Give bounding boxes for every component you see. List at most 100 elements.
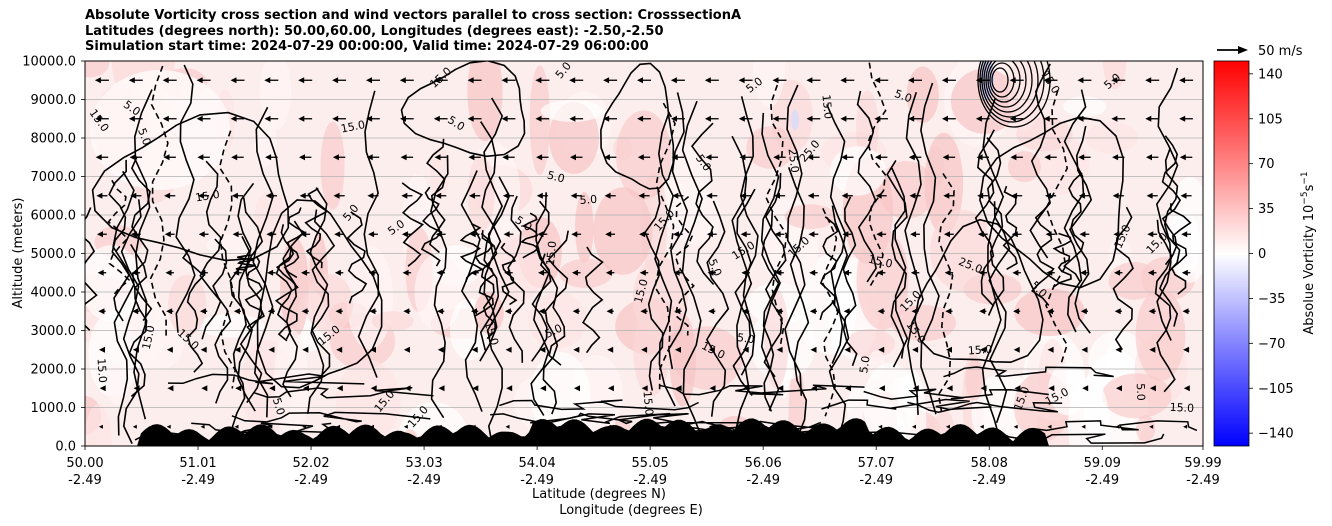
wind-vector-head <box>332 77 339 84</box>
wind-vector <box>132 424 137 429</box>
chart-title: Absolute Vorticity cross section and win… <box>85 8 741 55</box>
contour-label: 15.0 <box>544 240 559 266</box>
wind-vector <box>573 346 580 353</box>
wind-vector-head <box>164 192 171 199</box>
contour-line <box>486 176 511 446</box>
wind-vector-head <box>1181 269 1188 276</box>
wind-vector <box>230 77 245 84</box>
wind-vector <box>975 115 990 122</box>
x-tick-label-latitude: 57.07 <box>858 456 895 471</box>
x-tick-label-latitude: 56.06 <box>745 456 782 471</box>
field-patch <box>633 256 688 339</box>
wind-vector-head <box>1009 115 1016 122</box>
contour-line <box>128 243 148 398</box>
wind-vector <box>403 346 410 353</box>
contour-line <box>739 96 759 376</box>
wind-vector <box>1145 115 1160 122</box>
wind-vector-head <box>196 115 203 122</box>
wind-vector <box>775 269 784 276</box>
wind-vector-head <box>604 192 611 199</box>
y-tick-label: 7000.0 <box>31 170 77 185</box>
wind-vector <box>472 385 479 392</box>
wind-vector <box>332 115 346 122</box>
wind-vector <box>336 385 343 392</box>
wind-vector-head <box>704 115 711 122</box>
wind-vector-head <box>234 346 241 353</box>
wind-vector-head <box>977 231 984 238</box>
wind-vector-head <box>878 346 885 353</box>
wind-vector-head <box>201 385 208 392</box>
colorbar-tick-label: 35 <box>1258 202 1275 217</box>
wind-vector <box>673 269 683 276</box>
wind-vector <box>334 231 344 238</box>
wind-vector <box>164 192 176 199</box>
wind-vector-head <box>840 115 847 122</box>
wind-vector <box>1045 231 1056 238</box>
wind-vector <box>740 231 751 238</box>
wind-vector <box>809 269 818 276</box>
wind-vector <box>842 231 853 238</box>
wind-vector <box>911 308 919 315</box>
wind-vector-head <box>401 231 408 238</box>
wind-vector-head <box>1044 154 1051 161</box>
contour-line <box>1068 125 1093 334</box>
colorbar-tick-label: −140 <box>1258 427 1294 442</box>
wind-vector <box>674 308 682 315</box>
contour-label: 15.0 <box>194 188 220 205</box>
wind-vector-head <box>268 346 275 353</box>
contour-line <box>1052 232 1072 288</box>
wind-vector <box>1149 385 1156 392</box>
contour-line <box>182 248 205 373</box>
wind-vector-head <box>979 308 986 315</box>
contour-line <box>690 122 715 286</box>
wind-vector-head <box>196 77 203 84</box>
contour-line <box>460 170 483 412</box>
wind-vector-head <box>845 385 851 392</box>
wind-vector <box>908 115 922 122</box>
contour-line <box>842 196 858 367</box>
contour-label: 5.0 <box>736 331 755 346</box>
wind-vector <box>400 154 414 161</box>
wind-vector-head <box>673 231 679 238</box>
wind-vector <box>878 424 883 429</box>
wind-vector <box>572 308 580 315</box>
wind-vector-head <box>433 77 440 84</box>
wind-vector-head <box>1013 308 1020 315</box>
contour-line <box>784 84 806 396</box>
colorbar-label-unit: s <box>1302 184 1317 191</box>
wind-vector <box>572 269 581 276</box>
wind-vector <box>503 231 514 238</box>
wind-vector-head <box>739 154 746 161</box>
colorbar-tick-label: 140 <box>1258 67 1283 82</box>
wind-vector <box>201 385 208 392</box>
wind-vector <box>742 308 750 315</box>
wind-vector <box>773 154 786 161</box>
wind-vector-head <box>640 308 647 315</box>
wind-vector <box>200 346 207 353</box>
y-tick-label: 5000.0 <box>31 247 77 262</box>
wind-vector <box>1149 424 1154 429</box>
wind-vector <box>1079 231 1090 238</box>
wind-vector-head <box>198 192 204 199</box>
wind-vector <box>434 154 447 161</box>
wind-vector <box>267 269 276 276</box>
wind-vector <box>166 308 174 315</box>
contour-line <box>133 89 153 420</box>
wind-vector <box>504 269 513 276</box>
wind-vector-head <box>336 346 343 353</box>
wind-vector <box>1114 308 1122 315</box>
x-tick-label-latitude: 53.03 <box>405 456 442 471</box>
wind-vector-head <box>399 77 406 84</box>
wind-vector-head <box>437 308 444 315</box>
contour-line <box>237 182 256 412</box>
wind-vector <box>198 192 210 199</box>
wind-vector <box>774 231 785 238</box>
wind-vector <box>978 269 987 276</box>
wind-vector <box>94 77 109 84</box>
x-tick-label-latitude: 59.99 <box>1184 456 1221 471</box>
wind-vector-head <box>231 154 238 161</box>
wind-vector <box>570 154 583 161</box>
contour-loop <box>400 61 526 158</box>
wind-vector-head <box>704 77 711 84</box>
wind-vector <box>841 192 853 199</box>
